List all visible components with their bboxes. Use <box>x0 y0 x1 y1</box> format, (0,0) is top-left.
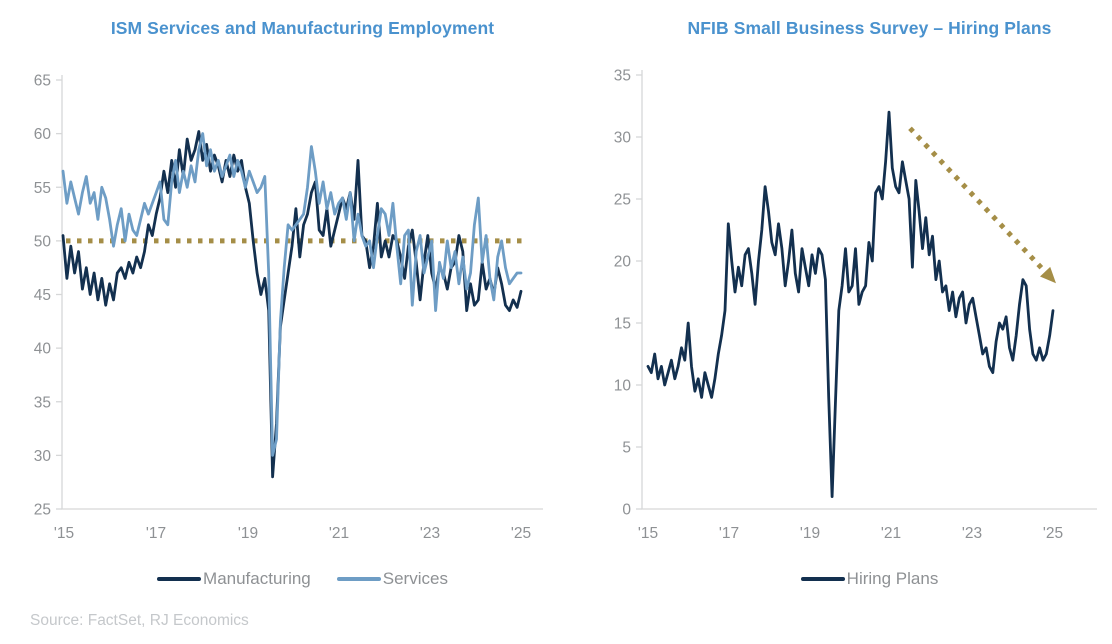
x-axis-tick-label: '25 <box>1043 525 1063 542</box>
legend-swatch-services-icon <box>336 577 381 581</box>
x-axis-tick-label: '25 <box>511 525 531 542</box>
legend-label-hiring-plans: Hiring Plans <box>846 569 939 588</box>
y-axis-tick-label: 35 <box>614 68 631 85</box>
y-axis-tick-label: 25 <box>614 192 631 209</box>
y-axis-tick-label: 35 <box>34 394 51 411</box>
right-chart-title: NFIB Small Business Survey – Hiring Plan… <box>687 18 1052 38</box>
axis-lines <box>641 70 1097 510</box>
y-axis-tick-label: 45 <box>34 287 51 304</box>
y-axis-tick-label: 15 <box>614 316 631 333</box>
legend-swatch-hiring-plans-icon <box>800 577 845 581</box>
source-note: Source: FactSet, RJ Economics <box>30 612 249 629</box>
y-axis-tick-label: 25 <box>34 502 51 519</box>
manufacturing-line <box>61 130 523 479</box>
y-axis-tick-label: 30 <box>34 448 52 465</box>
x-axis-tick-label: '19 <box>238 525 258 542</box>
trend-arrow-line <box>908 126 1049 275</box>
x-axis-tick-label: '15 <box>638 525 658 542</box>
left-chart-legend: Manufacturing Services <box>62 569 543 589</box>
x-axis-tick-label: '19 <box>800 525 820 542</box>
y-axis-tick-label: 60 <box>34 126 52 143</box>
x-axis-tick-label: '21 <box>329 525 349 542</box>
y-axis-tick-label: 50 <box>34 233 52 250</box>
legend-item-services: Services <box>336 569 448 589</box>
legend-swatch-manufacturing-icon <box>157 577 202 581</box>
y-axis-tick-label: 0 <box>622 502 631 519</box>
y-axis-tick-label: 55 <box>34 180 51 197</box>
y-axis-tick-label: 5 <box>622 440 631 457</box>
hiring-plans-line <box>646 110 1055 499</box>
services-line <box>61 132 523 457</box>
x-axis-tick-label: '23 <box>962 525 982 542</box>
right-chart-legend: Hiring Plans <box>642 569 1097 589</box>
y-axis-tick-label: 20 <box>614 254 632 271</box>
x-axis-tick-label: '21 <box>881 525 901 542</box>
y-axis-tick-label: 30 <box>614 130 632 147</box>
trend-arrow-head-icon <box>1040 266 1056 284</box>
x-axis-tick-label: '17 <box>146 525 166 542</box>
y-axis-tick-label: 10 <box>614 378 632 395</box>
legend-item-manufacturing: Manufacturing <box>157 569 311 589</box>
y-axis-tick-label: 40 <box>34 341 52 358</box>
x-axis-tick-label: '17 <box>719 525 739 542</box>
x-axis-tick-label: '23 <box>420 525 440 542</box>
legend-label-services: Services <box>382 569 448 588</box>
x-axis-tick-label: '15 <box>54 525 74 542</box>
legend-item-hiring-plans: Hiring Plans <box>800 569 939 589</box>
legend-label-manufacturing: Manufacturing <box>203 569 311 588</box>
left-chart-title: ISM Services and Manufacturing Employmen… <box>110 18 495 38</box>
y-axis-tick-label: 65 <box>34 73 51 90</box>
